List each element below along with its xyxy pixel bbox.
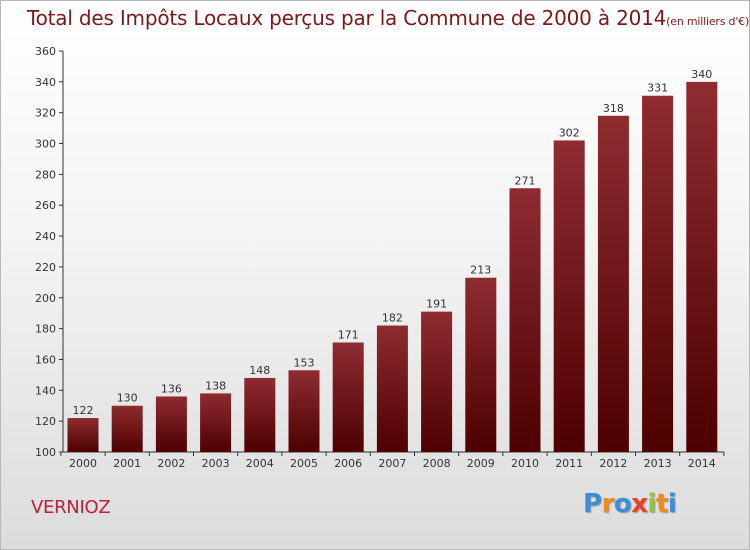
bar xyxy=(421,311,453,452)
logo-letter: i xyxy=(667,489,677,519)
y-tick-label: 340 xyxy=(35,76,56,89)
y-tick-label: 320 xyxy=(35,107,56,120)
data-labels: 122 130 136 138 148 153 171 182 191 213 271 302 318 3… xyxy=(73,68,713,417)
y-tick-label: 180 xyxy=(35,323,56,336)
x-tick-label: 2011 xyxy=(555,457,583,470)
chart-unit-note: (en milliers d'€) xyxy=(666,15,750,28)
y-tick-label: 360 xyxy=(35,45,56,58)
logo-letter: t xyxy=(655,489,668,519)
data-label: 171 xyxy=(338,328,359,341)
x-tick-label: 2010 xyxy=(511,457,539,470)
data-label: 153 xyxy=(294,356,315,369)
x-tick-label: 2012 xyxy=(599,457,627,470)
data-label: 318 xyxy=(603,102,624,115)
x-tick-label: 2006 xyxy=(334,457,362,470)
x-tick-label: 2002 xyxy=(157,457,185,470)
bar xyxy=(509,188,541,452)
commune-name: VERNIOZ xyxy=(31,497,111,518)
bar xyxy=(332,342,364,452)
y-tick-label: 160 xyxy=(35,353,56,366)
y-axis: 100 120 140 160 180 200 220 240 260 280 300 320 340 3… xyxy=(35,45,64,459)
x-tick-label: 2013 xyxy=(644,457,672,470)
x-axis: 2000 2001 2002 2003 2004 2005 2006 2007 2008 2009… xyxy=(60,451,725,470)
logo-letter: o xyxy=(613,489,632,519)
logo-letter: i xyxy=(647,489,657,519)
bar xyxy=(642,95,674,452)
x-tick-label: 2001 xyxy=(113,457,141,470)
bar xyxy=(67,418,99,452)
x-tick-label: 2003 xyxy=(202,457,230,470)
logo-letter: P xyxy=(583,489,602,519)
bar xyxy=(597,115,629,453)
x-tick-label: 2009 xyxy=(467,457,495,470)
chart-title: Total des Impôts Locaux perçus par la Co… xyxy=(27,6,749,30)
bar xyxy=(155,396,187,452)
data-label: 122 xyxy=(73,404,94,417)
y-tick-label: 140 xyxy=(35,384,56,397)
x-tick-label: 2008 xyxy=(423,457,451,470)
y-tick-label: 220 xyxy=(35,261,56,274)
x-tick-label: 2007 xyxy=(378,457,406,470)
data-label: 213 xyxy=(470,264,491,277)
proxiti-logo: Proxiti xyxy=(583,489,677,519)
bar xyxy=(200,393,232,452)
data-label: 148 xyxy=(249,364,270,377)
chart-title-text: Total des Impôts Locaux perçus par la Co… xyxy=(27,6,667,30)
data-label: 136 xyxy=(161,382,182,395)
x-tick-label: 2014 xyxy=(688,457,716,470)
data-label: 271 xyxy=(515,174,536,187)
data-label: 302 xyxy=(559,126,580,139)
y-tick-label: 200 xyxy=(35,292,56,305)
x-tick-label: 2004 xyxy=(246,457,274,470)
bar xyxy=(686,81,718,452)
bar xyxy=(111,405,143,452)
logo-letter: r xyxy=(601,489,615,519)
bar xyxy=(376,325,408,452)
data-label: 340 xyxy=(691,68,712,81)
bar xyxy=(465,277,497,452)
y-tick-label: 240 xyxy=(35,230,56,243)
y-tick-label: 300 xyxy=(35,138,56,151)
y-tick-label: 260 xyxy=(35,199,56,212)
bar xyxy=(288,370,320,452)
x-tick-label: 2005 xyxy=(290,457,318,470)
y-tick-label: 100 xyxy=(35,446,56,459)
data-label: 182 xyxy=(382,312,403,325)
data-label: 138 xyxy=(205,379,226,392)
y-tick-label: 280 xyxy=(35,168,56,181)
data-label: 331 xyxy=(647,82,668,95)
y-tick-label: 120 xyxy=(35,415,56,428)
data-label: 191 xyxy=(426,298,447,311)
bar xyxy=(553,140,585,452)
bar-series xyxy=(67,81,718,453)
bar xyxy=(244,377,276,452)
x-tick-label: 2000 xyxy=(69,457,97,470)
data-label: 130 xyxy=(117,392,138,405)
logo-letter: x xyxy=(631,489,648,519)
